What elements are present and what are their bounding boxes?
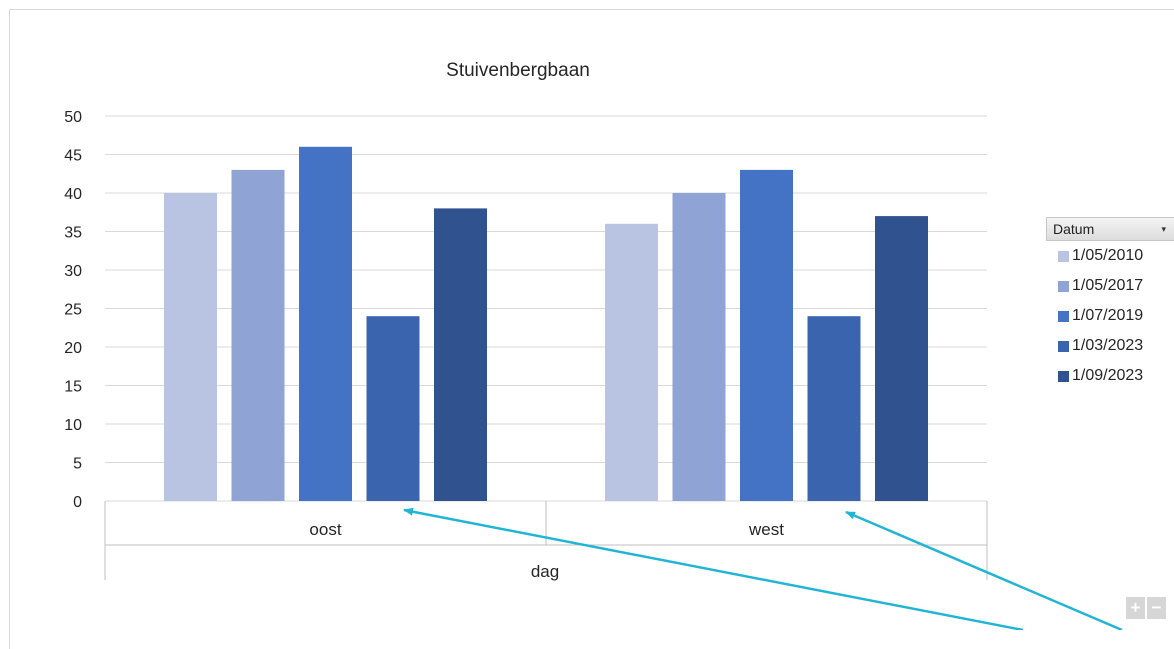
y-tick-label: 50: [64, 109, 82, 126]
y-tick-label: 20: [64, 340, 82, 357]
bar-oost-1-09-2023: [434, 208, 487, 501]
x-tick-label: oost: [309, 520, 341, 539]
legend-label: 1/09/2023: [1072, 367, 1144, 384]
legend-swatch: [1058, 370, 1069, 382]
legend-label: 1/05/2017: [1072, 277, 1144, 294]
zoom-out-button[interactable]: −: [1147, 597, 1166, 619]
x-axis: oost west: [104, 501, 988, 580]
chart-title: Stuivenbergbaan: [446, 60, 590, 81]
legend: Datum ▾ 1/05/2010 1/05/2017 1/07/2019 1/03/…: [1046, 217, 1174, 391]
y-tick-label: 40: [64, 186, 82, 203]
legend-label: 1/03/2023: [1072, 337, 1144, 354]
legend-label: 1/05/2010: [1072, 247, 1144, 264]
annotation-arrow: [845, 510, 1123, 630]
legend-swatch: [1058, 310, 1069, 322]
bar-oost-1-07-2019: [299, 146, 352, 502]
y-axis: 0 5 10 15 20 25 30 35 40 45 50: [64, 109, 82, 511]
bar-west-1-03-2023: [807, 316, 861, 501]
bar-west-1-09-2023: [875, 216, 928, 501]
chevron-down-icon[interactable]: ▾: [1161, 223, 1166, 234]
y-tick-label: 30: [64, 263, 82, 280]
bar-west-1-05-2017: [672, 193, 726, 501]
zoom-controls: + −: [1126, 597, 1166, 619]
bar-oost-1-05-2010: [164, 193, 217, 501]
legend-swatch: [1058, 340, 1069, 352]
bar-west-1-05-2010: [605, 223, 658, 502]
y-tick-label: 25: [64, 302, 82, 319]
y-tick-label: 45: [64, 148, 82, 165]
bar-oost-1-05-2017: [231, 169, 285, 501]
bars: [164, 146, 928, 502]
bar-west-1-07-2019: [740, 169, 793, 501]
y-tick-label: 35: [64, 225, 82, 242]
y-tick-label: 15: [64, 379, 82, 396]
annotation-arrow: [403, 507, 1024, 630]
legend-item: 1/05/2010: [1058, 241, 1174, 271]
legend-label: 1/07/2019: [1072, 307, 1144, 324]
y-tick-label: 10: [64, 417, 82, 434]
annotation-arrows: [403, 507, 1123, 630]
legend-item: 1/05/2017: [1058, 271, 1174, 301]
zoom-in-button[interactable]: +: [1126, 597, 1145, 619]
x-axis-title: dag: [531, 562, 559, 581]
y-tick-label: 5: [73, 456, 82, 473]
legend-item: 1/09/2023: [1058, 361, 1174, 391]
x-tick-label: west: [748, 520, 784, 539]
legend-title: Datum: [1053, 221, 1095, 237]
legend-items: 1/05/2010 1/05/2017 1/07/2019 1/03/2023 1/09…: [1046, 241, 1174, 391]
bar-oost-1-03-2023: [366, 316, 420, 501]
chart-area: [9, 9, 1174, 649]
legend-swatch: [1058, 280, 1069, 292]
chart-svg: Stuivenbergbaan 0 5 10 15 20 25 30 35 40 45 50 oos…: [64, 60, 1123, 630]
legend-swatch: [1058, 250, 1069, 262]
y-tick-label: 0: [73, 494, 82, 511]
legend-item: 1/03/2023: [1058, 331, 1174, 361]
legend-filter-header[interactable]: Datum ▾: [1046, 217, 1174, 241]
legend-item: 1/07/2019: [1058, 301, 1174, 331]
